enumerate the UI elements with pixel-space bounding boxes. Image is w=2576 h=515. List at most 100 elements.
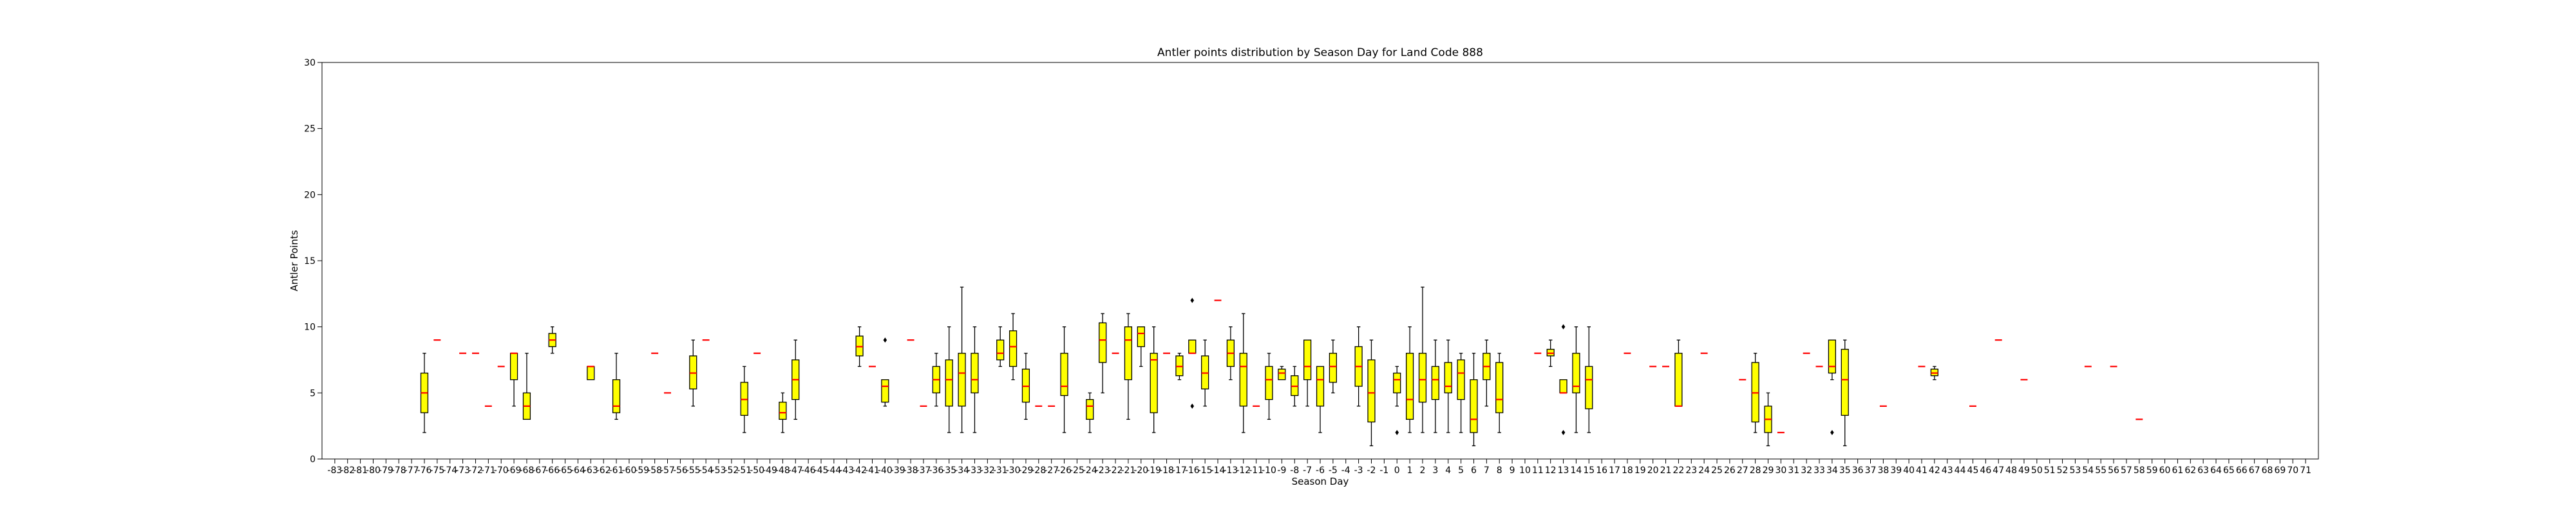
- x-tick-label: -39: [891, 465, 905, 476]
- y-axis-label: Antler Points: [289, 230, 300, 291]
- x-tick-label: 10: [1519, 465, 1531, 476]
- box-group: [1188, 297, 1197, 409]
- box-group: [932, 353, 940, 407]
- box: [1060, 353, 1068, 397]
- x-tick-label: 61: [2172, 465, 2183, 476]
- x-tick-label: -32: [980, 465, 995, 476]
- outlier: [883, 337, 887, 343]
- box: [1303, 339, 1312, 380]
- box-group: [1559, 324, 1567, 435]
- x-tick-label: -81: [353, 465, 368, 476]
- box: [1265, 366, 1273, 400]
- x-tick-label: 63: [2197, 465, 2209, 476]
- x-tick-label: -66: [545, 465, 560, 476]
- x-tick-label: -64: [571, 465, 585, 476]
- x-tick-label: -20: [1133, 465, 1148, 476]
- x-tick-label: -69: [507, 465, 522, 476]
- box-group: [1444, 339, 1452, 433]
- box-group: [1226, 326, 1235, 380]
- x-tick-label: 9: [1510, 465, 1515, 476]
- box-group: [996, 326, 1005, 367]
- x-tick-label: -78: [392, 465, 406, 476]
- box-group: [1175, 353, 1184, 380]
- outlier: [1395, 429, 1399, 435]
- box: [587, 366, 595, 380]
- box-group: [779, 392, 787, 433]
- x-tick-label: -48: [775, 465, 790, 476]
- x-tick-label: -80: [366, 465, 381, 476]
- box-group: [1354, 326, 1363, 407]
- x-tick-label: -58: [647, 465, 662, 476]
- box-group: [1495, 353, 1504, 433]
- x-tick-label: -9: [1277, 465, 1286, 476]
- x-tick-label: -35: [942, 465, 956, 476]
- x-tick-label: -82: [340, 465, 355, 476]
- x-tick-label: -23: [1095, 465, 1110, 476]
- box-group: [1201, 339, 1209, 407]
- x-tick-label: -27: [1044, 465, 1059, 476]
- x-tick-label: 12: [1545, 465, 1557, 476]
- x-tick-label: 39: [1890, 465, 1902, 476]
- x-tick-label: 64: [2210, 465, 2222, 476]
- x-tick-label: -55: [686, 465, 701, 476]
- box: [1674, 353, 1683, 407]
- x-tick-label: 1: [1407, 465, 1413, 476]
- box-group: [855, 326, 864, 367]
- x-tick-label: -21: [1121, 465, 1135, 476]
- x-tick-label: 22: [1672, 465, 1684, 476]
- box: [1405, 353, 1414, 420]
- plot-frame: [321, 62, 2319, 460]
- x-tick-label: 66: [2236, 465, 2248, 476]
- x-tick-label: -50: [750, 465, 764, 476]
- x-tick-label: -36: [929, 465, 943, 476]
- x-tick-label: 24: [1698, 465, 1710, 476]
- box-group: [1303, 339, 1312, 407]
- x-tick-label: -3: [1354, 465, 1363, 476]
- box-group: [1828, 339, 1836, 435]
- box: [1099, 322, 1107, 363]
- outlier: [1190, 297, 1195, 303]
- outlier: [1830, 429, 1834, 435]
- x-tick-label: -51: [737, 465, 752, 476]
- box-group: [1585, 326, 1593, 433]
- x-tick-label: 67: [2249, 465, 2260, 476]
- x-tick-label: -61: [609, 465, 624, 476]
- x-tick-label: -73: [455, 465, 470, 476]
- x-tick-label: 2: [1420, 465, 1426, 476]
- box-group: [881, 337, 889, 407]
- box-group: [1418, 286, 1427, 433]
- x-tick-label: 19: [1634, 465, 1646, 476]
- box: [1495, 362, 1504, 413]
- box: [1188, 339, 1197, 354]
- box-group: [791, 339, 800, 420]
- box: [1329, 353, 1337, 383]
- box: [779, 402, 787, 420]
- box: [996, 339, 1005, 360]
- x-tick-label: 8: [1497, 465, 1502, 476]
- box: [509, 353, 518, 380]
- x-axis: -83-82-81-80-79-78-77-76-75-74-73-72-71-…: [327, 459, 2311, 476]
- x-tick-label: -68: [520, 465, 535, 476]
- box-group: [1457, 353, 1465, 433]
- x-tick-label: -53: [712, 465, 726, 476]
- x-tick-label: 47: [1993, 465, 2004, 476]
- x-tick-label: 70: [2287, 465, 2298, 476]
- box-group: [1764, 392, 1772, 447]
- x-tick-label: 35: [1839, 465, 1851, 476]
- x-tick-label: 41: [1916, 465, 1927, 476]
- x-tick-label: 60: [2159, 465, 2171, 476]
- x-tick-label: -77: [404, 465, 419, 476]
- x-tick-label: 52: [2057, 465, 2069, 476]
- x-tick-label: -54: [699, 465, 714, 476]
- x-tick-label: -52: [724, 465, 739, 476]
- x-tick-label: 32: [1801, 465, 1812, 476]
- box: [958, 353, 966, 407]
- x-tick-label: -34: [954, 465, 969, 476]
- y-tick-label: 0: [310, 454, 316, 465]
- x-tick-label: -62: [596, 465, 611, 476]
- x-tick-label: -42: [852, 465, 867, 476]
- x-tick-label: 57: [2121, 465, 2132, 476]
- x-tick-label: 56: [2108, 465, 2119, 476]
- x-tick-label: -22: [1108, 465, 1123, 476]
- box-group: [1482, 339, 1491, 407]
